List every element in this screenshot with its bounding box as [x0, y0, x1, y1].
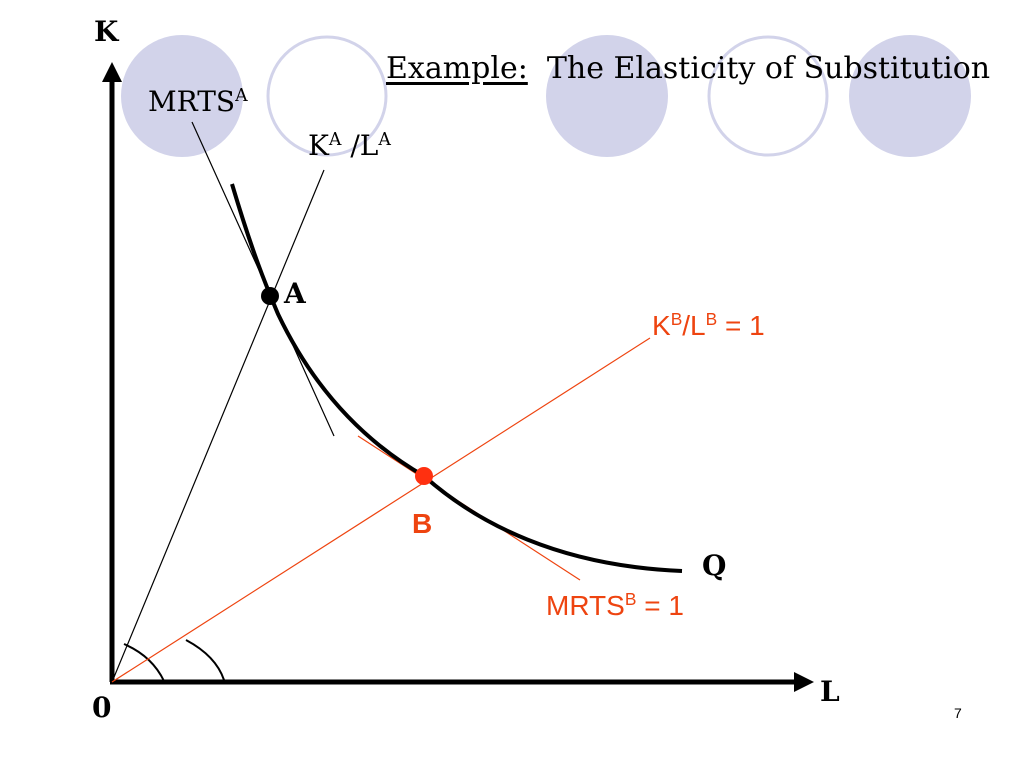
- y-axis-label: K: [94, 15, 119, 48]
- angle-arc-inner: [123, 643, 165, 682]
- ratio-b-label: KB/LB = 1: [652, 309, 765, 341]
- ratio-a-k: K: [308, 129, 329, 162]
- deco-circle-filled-3: [849, 35, 971, 157]
- mrts-a-sup: A: [235, 86, 248, 107]
- decorative-circles: [121, 35, 971, 157]
- deco-circle-filled-1: [121, 35, 243, 157]
- mrts-a-main: MRTS: [148, 85, 236, 118]
- isoquant-q: [230, 183, 683, 573]
- ray-a: [111, 169, 325, 683]
- point-b: [415, 467, 433, 485]
- point-b-label: B: [412, 508, 433, 539]
- title-text: The Elasticity of Substitution: [546, 51, 991, 86]
- deco-circle-filled-2: [546, 35, 668, 157]
- point-a: [261, 287, 279, 305]
- axes: [102, 62, 814, 692]
- deco-circle-outline-1: [266, 35, 388, 157]
- deco-circle-outline-2: [707, 35, 829, 157]
- x-axis-label: L: [820, 675, 840, 708]
- ratio-a-l-sup: A: [378, 130, 391, 151]
- mrts-b-main: MRTS: [546, 590, 625, 621]
- ratio-b-k: K: [652, 310, 671, 341]
- x-axis-arrowhead: [794, 672, 814, 692]
- ratio-b-sep: /L: [682, 310, 706, 341]
- angle-arc-outer: [185, 639, 225, 681]
- point-a-label: A: [284, 277, 306, 310]
- mrts-b-sup: B: [624, 589, 637, 610]
- ratio-b-k-sup: B: [670, 309, 683, 330]
- y-axis-arrowhead: [102, 62, 122, 82]
- ray-b: [111, 337, 651, 683]
- page-number: 7: [954, 705, 962, 721]
- ratio-b-tail: = 1: [717, 310, 765, 341]
- ratio-a-label: KA /LA: [308, 132, 391, 160]
- mrts-a-label: MRTSA: [148, 88, 248, 116]
- ratio-a-k-sup: A: [328, 130, 342, 151]
- isoquant-label: Q: [702, 549, 727, 582]
- mrts-b-label: MRTSB = 1: [546, 589, 684, 621]
- slide-title: Example: The Elasticity of Substitution: [386, 54, 990, 84]
- title-prefix: Example:: [386, 51, 528, 86]
- mrts-b-tail: = 1: [636, 590, 684, 621]
- ratio-b-l-sup: B: [705, 309, 718, 330]
- ratio-a-sep: /L: [341, 129, 379, 162]
- origin-label: 0: [92, 691, 112, 724]
